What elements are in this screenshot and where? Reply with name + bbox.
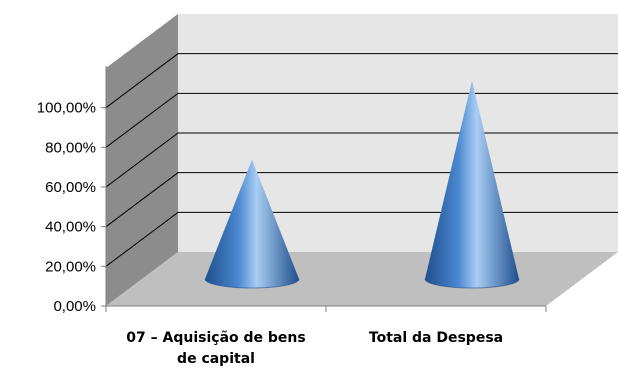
y-tick-labels: 0,00% 20,00% 40,00% 60,00% 80,00% 100,00% xyxy=(37,100,96,315)
y-tick-label: 40,00% xyxy=(45,219,96,236)
cone-body xyxy=(425,80,519,289)
gridline xyxy=(105,53,618,109)
category-label: 07 – Aquisição de bens de capital xyxy=(126,330,305,367)
cone-body xyxy=(205,159,299,288)
axis-lines xyxy=(101,66,547,312)
bar-cone xyxy=(424,80,520,289)
y-tick-label: 0,00% xyxy=(53,298,96,315)
y-tick-label: 20,00% xyxy=(45,258,96,275)
cone-base-edge xyxy=(204,278,300,289)
bars xyxy=(204,80,520,289)
category-label: Total da Despesa xyxy=(369,330,503,346)
category-label-line: de capital xyxy=(177,351,255,367)
floor xyxy=(106,252,618,306)
cone-base-edge xyxy=(424,278,520,289)
plot-area xyxy=(106,14,618,306)
y-tick-label: 60,00% xyxy=(45,179,96,196)
category-labels: 07 – Aquisição de bens de capital Total da… xyxy=(126,330,503,367)
category-label-line: 07 – Aquisição de bens xyxy=(126,330,305,346)
y-tick-label: 80,00% xyxy=(45,139,96,156)
category-label-line: Total da Despesa xyxy=(369,330,503,346)
y-tick-label: 100,00% xyxy=(37,100,96,117)
bar-cone xyxy=(204,159,300,289)
